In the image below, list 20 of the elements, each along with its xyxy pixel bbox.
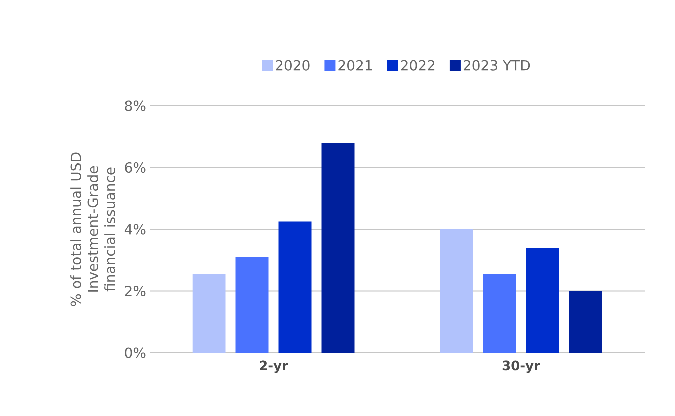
- bar: [569, 291, 602, 353]
- bar: [483, 274, 516, 353]
- y-tick-label: 4%: [124, 224, 146, 235]
- legend-label: 2021: [338, 60, 372, 71]
- x-tick-label: 2-yr: [260, 360, 288, 374]
- legend-label: 2020: [276, 60, 310, 71]
- legend-label: 2022: [401, 60, 435, 71]
- y-tick-label: 6%: [125, 162, 146, 174]
- bar: [322, 143, 355, 353]
- bar: [440, 230, 474, 353]
- bar: [192, 274, 226, 353]
- y-tick-label: 0%: [125, 348, 146, 358]
- legend-label: 2023 YTD: [464, 60, 530, 71]
- bar: [278, 222, 312, 353]
- bar: [526, 248, 560, 353]
- y-tick-label: 2%: [125, 286, 146, 297]
- y-axis-title: % of total annual USD Investment-Grade financial issuance: [70, 152, 116, 306]
- y-tick-label: 8%: [125, 100, 146, 112]
- bar: [236, 257, 269, 353]
- x-tick-label: 30-yr: [502, 360, 540, 374]
